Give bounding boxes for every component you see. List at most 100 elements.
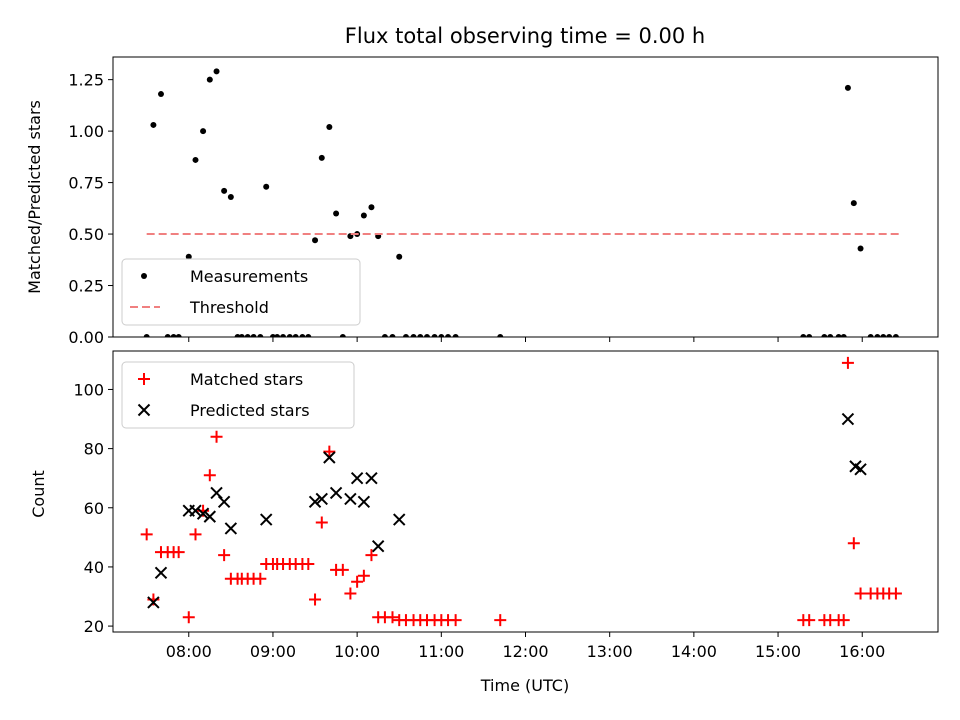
measurement-point [286,334,293,337]
y-tick-label: 0.00 [68,328,104,347]
measurement-point [497,334,504,337]
legend-box [121,258,361,326]
matched-stars-point [854,587,867,600]
predicted-stars-point [203,510,217,523]
predicted-stars-point [344,492,357,506]
matched-stars-point [803,614,816,627]
measurement-point [318,154,325,161]
measurement-point [326,124,333,130]
axes-frame [112,56,939,338]
matched-stars-point [309,593,322,606]
measurement-point [840,334,847,337]
matched-stars-point [254,572,267,585]
measurement-point [280,334,287,337]
matched-stars-point [140,528,153,541]
bottom-y-axis-label: Count [29,470,48,518]
predicted-stars-point [217,495,231,509]
matched-stars-point [344,587,357,600]
measurement-point [389,334,396,337]
measurement-point [192,156,199,163]
matched-stars-point [841,356,854,369]
matched-stars-point [182,611,195,624]
measurement-point [150,121,157,128]
y-tick-label: 80 [84,440,104,459]
legend-measurement-handle [141,273,147,279]
axes-frame [112,350,939,633]
measurement-point [445,334,452,337]
predicted-stars-point [841,412,855,426]
measurement-point [857,245,864,252]
y-tick-label: 20 [84,617,104,636]
measurement-point [333,210,340,217]
matched-stars-point [365,549,378,562]
y-tick-label: 0.75 [68,174,104,193]
measurement-point [244,334,251,337]
measurement-point [213,68,220,75]
legend-box [121,361,355,429]
measurement-point [263,183,270,190]
measurement-point [292,334,299,337]
legend-label: Measurements [190,267,308,286]
x-tick-label: 11:00 [418,642,464,661]
matched-stars-point [315,516,328,529]
matched-stars-point [357,569,370,582]
measurement-point [410,334,417,337]
measurement-point [452,334,459,337]
measurement-point [360,212,367,219]
measurement-point [381,334,388,337]
measurement-point [850,200,857,207]
measurement-point [206,76,213,83]
matched-stars-point [336,563,349,576]
measurement-point [886,334,893,337]
x-tick-label: 15:00 [755,642,801,661]
predicted-stars-point [308,495,322,509]
y-tick-label: 1.00 [68,122,104,141]
matched-stars-point [189,528,202,541]
measurement-point [305,334,312,337]
measurement-point [274,334,281,337]
matched-stars-point [218,549,231,562]
legend-label: Predicted stars [190,401,310,420]
measurement-point [892,334,899,337]
predicted-stars-point [350,471,364,485]
x-tick-label: 13:00 [587,642,633,661]
legend-matched-handle [138,373,150,385]
measurement-point [312,237,319,244]
measurement-point [299,334,306,337]
predicted-stars-point [854,463,867,476]
legend-label: Threshold [189,298,269,317]
measurement-point [844,84,851,91]
x-tick-label: 10:00 [334,642,380,661]
predicted-stars-point [315,492,328,506]
measurement-point [880,334,887,337]
measurement-point [250,334,257,337]
x-tick-label: 16:00 [839,642,885,661]
matched-stars-point [210,430,223,443]
measurement-point [368,204,375,211]
measurement-point [402,334,409,337]
legend-label: Matched stars [190,370,303,389]
matched-stars-point [172,546,185,559]
predicted-stars-point [154,566,168,580]
y-tick-label: 100 [73,380,104,399]
predicted-stars-point [371,540,385,553]
top-axes: 0.00 0.25 0.50 0.75 1.00 1.25 Measurements Thre… [68,56,939,347]
top-y-axis-label: Matched/Predicted stars [25,100,44,294]
matched-stars-point [386,611,399,624]
legend-predicted-handle [137,403,151,417]
measurement-point [221,187,228,194]
measurement-point [431,334,438,337]
x-tick-label: 09:00 [250,642,296,661]
measurement-point [170,334,177,337]
predicted-stars-point [196,507,210,520]
matched-stars-point [889,587,902,600]
measurement-point [827,334,834,337]
predicted-stars-point [189,504,202,517]
measurement-point [867,334,874,337]
y-tick-label: 40 [84,558,104,577]
bottom-axes: 20 40 60 80 100 08:00 09:00 10:00 11:00 12:00 13:0… [73,350,939,661]
measurement-point [143,334,150,337]
predicted-stars-point [147,596,160,609]
measurement-point [227,194,234,200]
